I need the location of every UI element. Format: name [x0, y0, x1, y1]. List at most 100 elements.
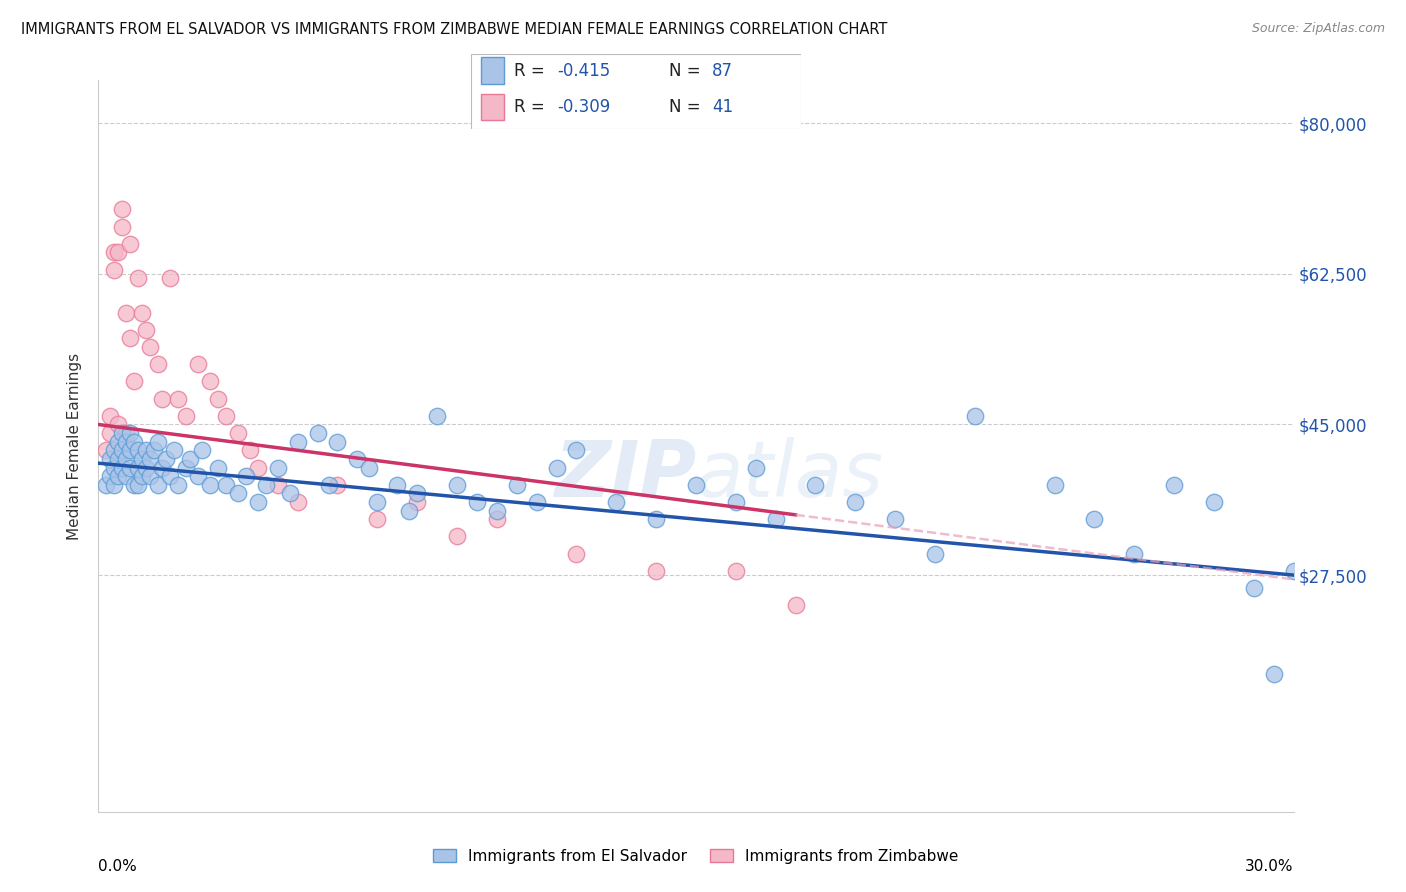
- Point: [246, 495, 269, 509]
- Point: [844, 495, 866, 509]
- Point: [765, 512, 787, 526]
- Point: [287, 495, 309, 509]
- Point: [191, 443, 214, 458]
- Point: [115, 434, 138, 449]
- Point: [103, 245, 125, 260]
- Point: [446, 477, 468, 491]
- Text: 87: 87: [713, 62, 733, 79]
- Point: [198, 375, 221, 389]
- Point: [148, 434, 170, 449]
- Point: [385, 477, 409, 491]
- Point: [111, 460, 134, 475]
- FancyBboxPatch shape: [471, 54, 801, 129]
- Point: [254, 477, 277, 491]
- Point: [884, 512, 907, 526]
- Point: [307, 426, 329, 441]
- Point: [605, 495, 627, 509]
- Point: [148, 357, 170, 371]
- Point: [924, 547, 946, 561]
- Point: [366, 512, 388, 526]
- Point: [485, 512, 508, 526]
- Point: [207, 392, 229, 406]
- Point: [111, 219, 134, 234]
- Point: [103, 443, 125, 458]
- Point: [267, 477, 290, 491]
- Legend: Immigrants from El Salvador, Immigrants from Zimbabwe: Immigrants from El Salvador, Immigrants …: [427, 843, 965, 870]
- Point: [198, 477, 221, 491]
- Text: 0.0%: 0.0%: [98, 859, 138, 874]
- Point: [163, 443, 186, 458]
- Point: [745, 460, 768, 475]
- Point: [226, 486, 249, 500]
- Point: [124, 434, 146, 449]
- FancyBboxPatch shape: [481, 94, 505, 120]
- Point: [179, 451, 201, 466]
- Point: [246, 460, 269, 475]
- Point: [207, 460, 229, 475]
- Text: R =: R =: [515, 62, 544, 79]
- Point: [506, 477, 529, 491]
- Point: [98, 426, 122, 441]
- Point: [287, 434, 309, 449]
- Point: [267, 460, 290, 475]
- Point: [139, 340, 162, 354]
- Text: N =: N =: [669, 62, 700, 79]
- Point: [278, 486, 301, 500]
- Point: [127, 271, 149, 285]
- Point: [115, 451, 138, 466]
- Text: 41: 41: [713, 98, 734, 116]
- Point: [124, 477, 146, 491]
- Point: [1282, 564, 1305, 578]
- Point: [465, 495, 488, 509]
- Point: [645, 564, 668, 578]
- Point: [107, 434, 129, 449]
- Point: [187, 469, 209, 483]
- Point: [326, 434, 349, 449]
- Point: [127, 460, 149, 475]
- Point: [139, 469, 162, 483]
- Point: [1163, 477, 1185, 491]
- Point: [135, 323, 157, 337]
- FancyBboxPatch shape: [481, 57, 505, 84]
- Point: [359, 460, 381, 475]
- Point: [107, 417, 129, 432]
- Point: [565, 443, 588, 458]
- Y-axis label: Median Female Earnings: Median Female Earnings: [67, 352, 83, 540]
- Point: [120, 331, 142, 345]
- Point: [485, 503, 508, 517]
- Point: [724, 564, 747, 578]
- Point: [150, 460, 173, 475]
- Point: [1083, 512, 1105, 526]
- Point: [1043, 477, 1066, 491]
- Text: 30.0%: 30.0%: [1246, 859, 1294, 874]
- Point: [1243, 581, 1265, 595]
- Point: [526, 495, 548, 509]
- Point: [120, 460, 142, 475]
- Point: [131, 469, 153, 483]
- Text: ZIP: ZIP: [554, 437, 696, 513]
- Point: [1123, 547, 1146, 561]
- Point: [446, 529, 468, 543]
- Point: [406, 495, 429, 509]
- Point: [135, 443, 157, 458]
- Point: [167, 392, 190, 406]
- Point: [124, 375, 146, 389]
- Point: [148, 477, 170, 491]
- Point: [135, 460, 157, 475]
- Point: [215, 409, 238, 423]
- Point: [159, 469, 181, 483]
- Point: [187, 357, 209, 371]
- Point: [111, 426, 134, 441]
- Point: [107, 469, 129, 483]
- Point: [139, 451, 162, 466]
- Point: [724, 495, 747, 509]
- Point: [215, 477, 238, 491]
- Point: [546, 460, 568, 475]
- Point: [426, 409, 449, 423]
- Point: [565, 547, 588, 561]
- Point: [174, 460, 197, 475]
- Point: [103, 477, 125, 491]
- Point: [1202, 495, 1225, 509]
- Point: [115, 469, 138, 483]
- Point: [167, 477, 190, 491]
